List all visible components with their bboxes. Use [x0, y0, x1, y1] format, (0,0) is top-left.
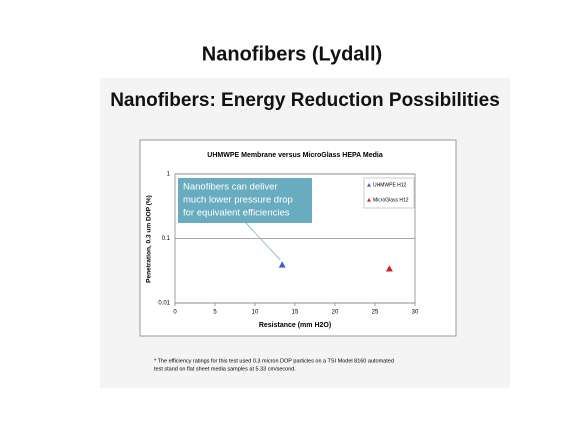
callout-text: Nanofibers can deliver — [183, 182, 278, 193]
chart-title: UHMWPE Membrane versus MicroGlass HEPA M… — [207, 152, 383, 159]
y-tick-label: 0.01 — [158, 301, 170, 307]
x-tick-label: 10 — [252, 310, 259, 316]
x-tick-label: 15 — [292, 310, 299, 316]
x-tick-label: 5 — [213, 310, 217, 316]
callout-text: much lower pressure drop — [183, 195, 293, 206]
y-tick-label: 0.1 — [162, 236, 171, 242]
legend-marker — [367, 183, 371, 187]
legend-label: MicroGlass H12 — [373, 197, 409, 203]
legend-label: UHMWPE H12 — [373, 182, 407, 188]
slide-subtitle: Nanofibers: Energy Reduction Possibiliti… — [110, 90, 500, 111]
point — [278, 261, 286, 268]
chart-frame — [139, 139, 457, 337]
x-axis-label: Resistance (mm H2O) — [259, 322, 331, 329]
legend-box — [363, 177, 415, 209]
x-tick-label: 30 — [412, 310, 419, 316]
callout-text: for equivalent efficiencies — [183, 208, 290, 219]
slide-title: Nanofibers (Lydall) — [202, 43, 382, 65]
footnote-line: * The efficiency ratings for this test u… — [154, 358, 394, 364]
y-tick-label: 1 — [167, 172, 171, 178]
footnote-line: test stand on flat sheet media samples a… — [154, 366, 296, 372]
point — [385, 265, 393, 272]
y-axis-label: Penetration, 0.3 um DOP (%) — [146, 195, 153, 283]
legend-marker — [367, 198, 371, 202]
x-tick-label: 0 — [173, 310, 177, 316]
x-tick-label: 20 — [332, 310, 339, 316]
x-tick-label: 25 — [372, 310, 379, 316]
callout-arrow — [244, 221, 281, 261]
callout-box — [178, 178, 312, 223]
